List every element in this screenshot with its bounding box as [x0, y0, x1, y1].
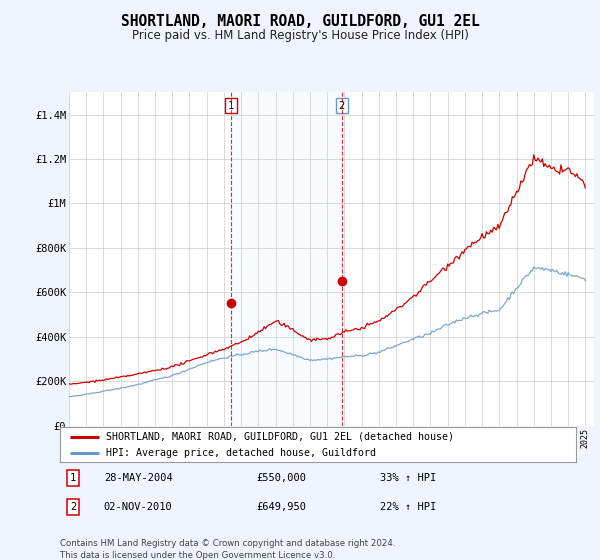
Text: 33% ↑ HPI: 33% ↑ HPI [380, 473, 436, 483]
Text: 02-NOV-2010: 02-NOV-2010 [104, 502, 173, 512]
Text: 22% ↑ HPI: 22% ↑ HPI [380, 502, 436, 512]
Text: 1: 1 [227, 101, 234, 111]
Text: 2: 2 [70, 502, 76, 512]
Text: SHORTLAND, MAORI ROAD, GUILDFORD, GU1 2EL: SHORTLAND, MAORI ROAD, GUILDFORD, GU1 2E… [121, 14, 479, 29]
Text: 1: 1 [70, 473, 76, 483]
Text: HPI: Average price, detached house, Guildford: HPI: Average price, detached house, Guil… [106, 447, 376, 458]
Text: Price paid vs. HM Land Registry's House Price Index (HPI): Price paid vs. HM Land Registry's House … [131, 29, 469, 42]
Bar [231, 92, 342, 426]
Text: Contains HM Land Registry data © Crown copyright and database right 2024.
This d: Contains HM Land Registry data © Crown c… [60, 539, 395, 560]
Text: 28-MAY-2004: 28-MAY-2004 [104, 473, 173, 483]
Text: £550,000: £550,000 [256, 473, 306, 483]
Text: SHORTLAND, MAORI ROAD, GUILDFORD, GU1 2EL (detached house): SHORTLAND, MAORI ROAD, GUILDFORD, GU1 2E… [106, 432, 454, 442]
Text: 2: 2 [339, 101, 345, 111]
Text: £649,950: £649,950 [256, 502, 306, 512]
